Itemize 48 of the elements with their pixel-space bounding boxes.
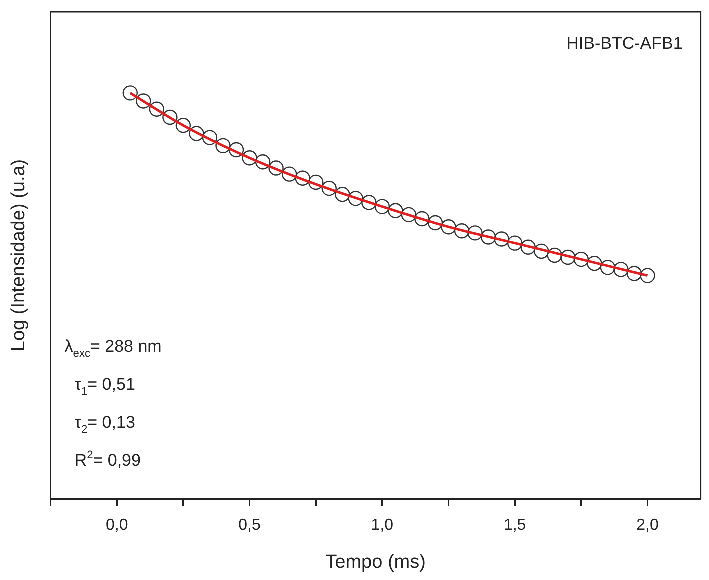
point <box>322 180 337 196</box>
point <box>162 110 178 126</box>
x-axis-title: Tempo (ms) <box>326 552 426 573</box>
point <box>468 226 483 241</box>
point <box>614 262 629 278</box>
x-tick-label: 0,0 <box>106 517 128 534</box>
point <box>176 118 192 134</box>
y-axis-title: Log (Intensidade) (u.a) <box>8 159 30 352</box>
point <box>149 102 165 117</box>
point <box>348 191 364 206</box>
point <box>401 207 417 223</box>
text: HIB-BTC-AFB1 <box>566 34 683 53</box>
point <box>202 130 218 146</box>
point <box>189 126 204 142</box>
point <box>228 142 244 158</box>
point <box>242 150 258 166</box>
point <box>534 244 550 260</box>
x-tick-label: 2,0 <box>636 517 659 534</box>
point <box>507 236 523 251</box>
point <box>335 187 350 202</box>
x-tick-label: 1,5 <box>504 517 526 534</box>
point <box>587 256 602 272</box>
x-tick-label: 1,0 <box>371 517 394 534</box>
point <box>122 86 138 101</box>
point <box>216 138 231 154</box>
point <box>136 94 152 109</box>
point <box>388 203 404 218</box>
point <box>560 250 576 266</box>
point <box>520 240 536 255</box>
point <box>362 195 377 210</box>
point <box>374 199 390 214</box>
point <box>626 266 642 282</box>
x-tick-label: 0,5 <box>238 517 261 534</box>
point <box>308 174 324 190</box>
point <box>480 230 496 245</box>
point <box>454 224 470 239</box>
point <box>574 252 590 268</box>
point <box>414 211 430 227</box>
point <box>255 154 271 170</box>
point <box>282 166 298 182</box>
point <box>494 232 510 247</box>
point <box>268 160 284 176</box>
point <box>640 268 656 284</box>
point <box>295 170 310 186</box>
point <box>600 260 616 276</box>
point <box>547 248 562 264</box>
point <box>428 215 444 231</box>
point <box>441 219 456 235</box>
